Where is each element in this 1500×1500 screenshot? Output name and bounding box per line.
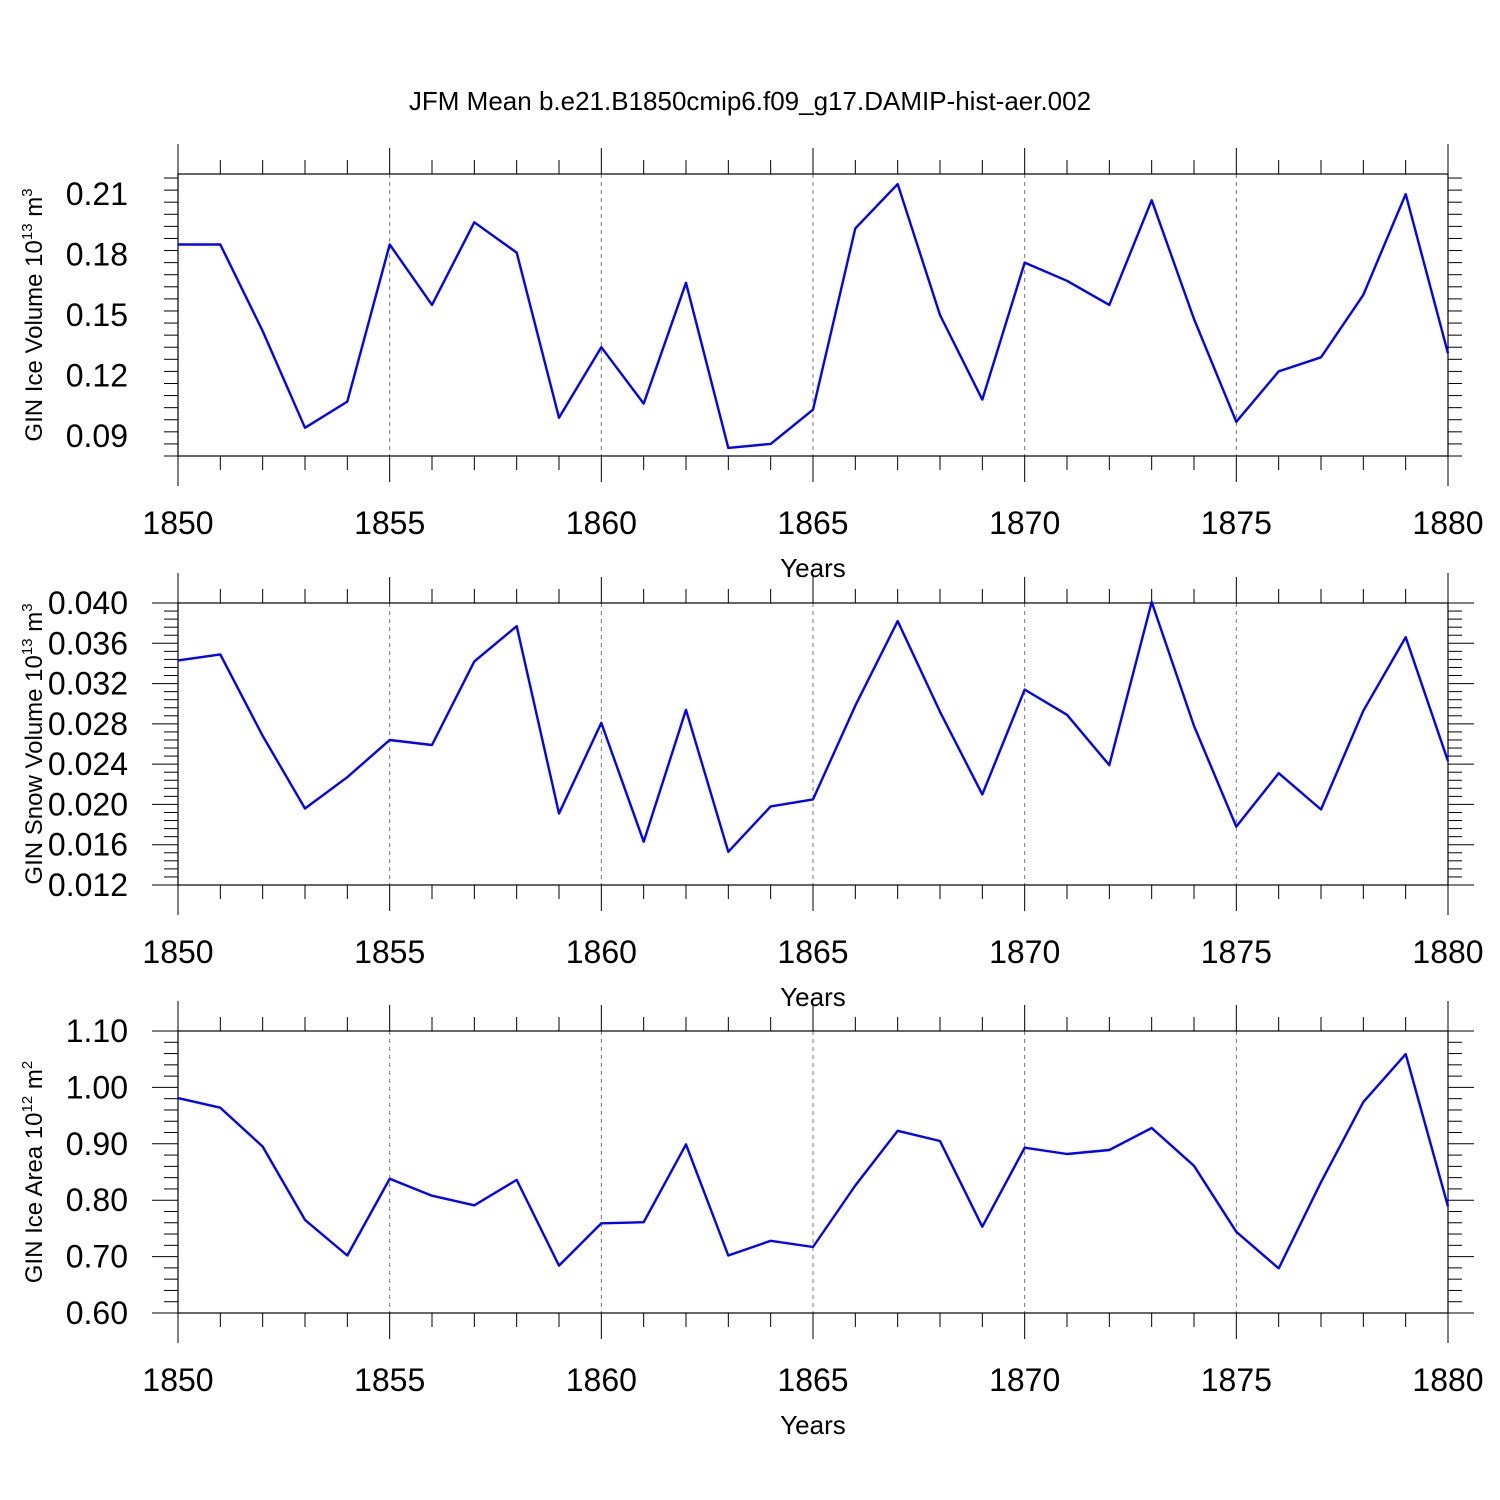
x-tick-label: 1870 bbox=[989, 934, 1060, 970]
y-tick-label: 0.032 bbox=[48, 666, 128, 702]
y-axis-label-exp: 12 bbox=[19, 1096, 36, 1113]
y-tick-label: 0.024 bbox=[48, 746, 128, 782]
x-tick-label: 1875 bbox=[1201, 934, 1272, 970]
x-tick-label: 1860 bbox=[566, 1362, 637, 1398]
panels: 1850 1855 1860 1865 1870 1875 1880 Years 0.09 0.1… bbox=[19, 144, 1484, 1440]
y-tick-label: 0.016 bbox=[48, 827, 128, 863]
y-tick-label: 0.70 bbox=[66, 1239, 128, 1275]
y-tick-label: 0.020 bbox=[48, 786, 128, 822]
panel-1: 1850 1855 1860 1865 1870 1875 1880Years0.090.1… bbox=[19, 144, 1484, 583]
x-tick-label: 1850 bbox=[142, 934, 213, 970]
y-axis-label-unit-exp: 3 bbox=[19, 188, 36, 196]
y-tick-label: 0.09 bbox=[66, 418, 128, 454]
panel-2: 1850 1855 1860 1865 1870 1875 1880Years0.0120.… bbox=[19, 573, 1484, 1012]
y-tick-label: 0.90 bbox=[66, 1126, 128, 1162]
series-line-gin-snow-volume bbox=[177, 600, 1450, 853]
x-tick-label: 1855 bbox=[354, 505, 425, 541]
y-axis-label-prefix: GIN Ice Volume 10 bbox=[21, 240, 48, 441]
x-tick-label: 1855 bbox=[354, 934, 425, 970]
y-tick-label: 0.80 bbox=[66, 1182, 128, 1218]
y-tick-label: 0.036 bbox=[48, 625, 128, 661]
y-axis-label-unit-exp: 3 bbox=[19, 603, 36, 611]
x-axis-label: Years bbox=[780, 1410, 846, 1440]
y-axis-label-prefix: GIN Snow Volume 10 bbox=[21, 655, 48, 884]
y-tick-label: 0.18 bbox=[66, 237, 128, 273]
y-tick-label: 0.040 bbox=[48, 585, 128, 621]
y-axis-label: GIN Ice Volume 1013 m3 bbox=[19, 188, 48, 441]
y-axis-label-exp: 13 bbox=[19, 223, 36, 240]
figure-title: JFM Mean b.e21.B1850cmip6.f09_g17.DAMIP-… bbox=[409, 86, 1091, 116]
x-tick-label: 1860 bbox=[566, 505, 637, 541]
series-line-gin-ice-area bbox=[177, 1052, 1450, 1270]
x-tick-label: 1870 bbox=[989, 505, 1060, 541]
y-tick-label: 0.028 bbox=[48, 706, 128, 742]
series-line-gin-ice-volume bbox=[178, 182, 1450, 450]
x-tick-label: 1865 bbox=[777, 505, 848, 541]
x-tick-label: 1865 bbox=[777, 1362, 848, 1398]
y-axis-label-unit: m bbox=[21, 612, 48, 639]
x-tick-label: 1875 bbox=[1201, 505, 1272, 541]
y-tick-label: 0.12 bbox=[66, 357, 128, 393]
y-tick-label: 1.00 bbox=[66, 1069, 128, 1105]
y-axis-label-prefix: GIN Ice Area 10 bbox=[21, 1112, 48, 1283]
x-tick-label: 1850 bbox=[142, 1362, 213, 1398]
panel-3: 1850 1855 1860 1865 1870 1875 1880 Years 0.60 0.7… bbox=[19, 1001, 1484, 1440]
y-tick-label: 0.15 bbox=[66, 297, 128, 333]
x-tick-label: 1880 bbox=[1412, 505, 1483, 541]
x-tick-label: 1860 bbox=[566, 934, 637, 970]
y-axis-label-unit-exp: 2 bbox=[19, 1061, 36, 1069]
y-axis-label: GIN Ice Area 1012 m2 bbox=[19, 1061, 48, 1283]
x-tick-label: 1850 bbox=[142, 505, 213, 541]
y-tick-label: 1.10 bbox=[66, 1013, 128, 1049]
x-tick-label: 1880 bbox=[1412, 1362, 1483, 1398]
y-axis-label: GIN Snow Volume 1013 m3 bbox=[19, 603, 48, 884]
y-axis-label-unit: m bbox=[21, 197, 48, 224]
y-tick-label: 0.012 bbox=[48, 867, 128, 903]
x-tick-label: 1875 bbox=[1201, 1362, 1272, 1398]
y-axis-label-unit: m bbox=[21, 1069, 48, 1096]
y-tick-label: 0.21 bbox=[66, 176, 128, 212]
x-tick-label: 1855 bbox=[354, 1362, 425, 1398]
x-tick-label: 1865 bbox=[777, 934, 848, 970]
x-tick-label: 1880 bbox=[1412, 934, 1483, 970]
y-axis-label-exp: 13 bbox=[19, 638, 36, 655]
x-tick-label: 1870 bbox=[989, 1362, 1060, 1398]
y-tick-label: 0.60 bbox=[66, 1295, 128, 1331]
